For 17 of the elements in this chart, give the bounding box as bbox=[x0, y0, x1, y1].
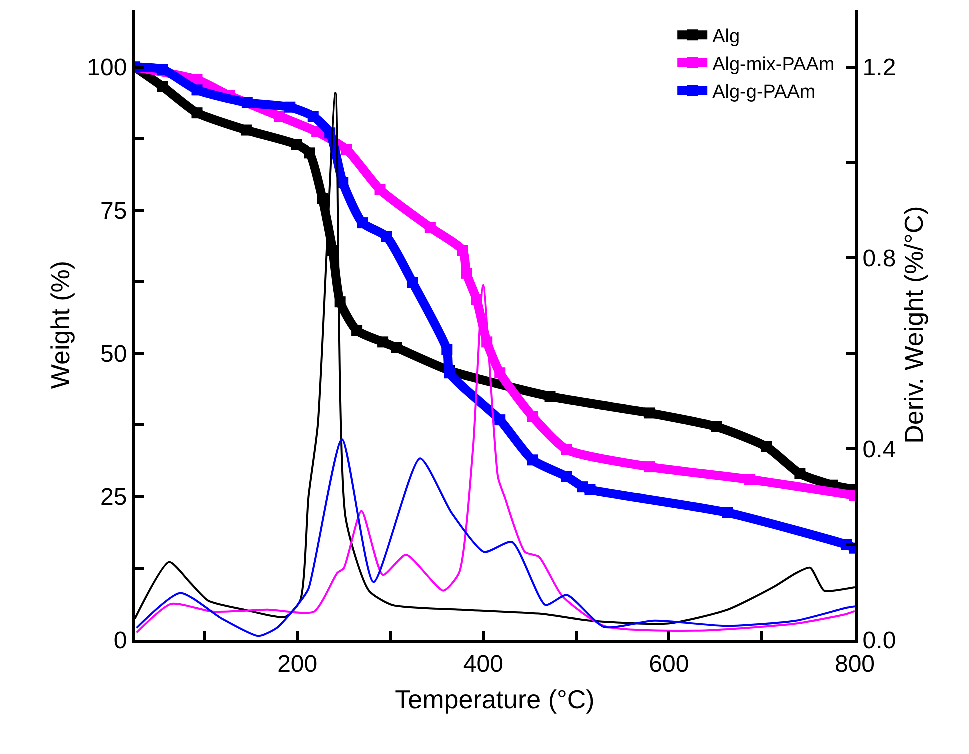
y2-tick-label: 0.4 bbox=[862, 436, 896, 464]
y-tick-label: 50 bbox=[100, 341, 128, 368]
y-tick-label: 25 bbox=[100, 484, 128, 512]
y2-tick-label: 0.8 bbox=[862, 246, 896, 273]
x-tick-label: 600 bbox=[649, 650, 690, 678]
y-tick-label: 75 bbox=[100, 198, 128, 225]
x-tick-label: 400 bbox=[463, 650, 504, 678]
x-tick-label: 200 bbox=[278, 650, 318, 678]
y2-tick-label: 1.2 bbox=[862, 54, 896, 82]
y2-axis-title: Deriv. Weight (%/°C) bbox=[898, 206, 929, 444]
legend-label: Alg-mix-PAAm bbox=[712, 54, 835, 76]
legend-label: Alg-g-PAAm bbox=[712, 82, 816, 103]
x-axis-title: Temperature (°C) bbox=[395, 684, 595, 714]
y-axis-title: Weight (%) bbox=[46, 260, 76, 390]
y-tick-label: 100 bbox=[87, 54, 128, 82]
legend-label: Alg bbox=[712, 26, 740, 48]
y-tick-label: 0 bbox=[114, 627, 128, 654]
